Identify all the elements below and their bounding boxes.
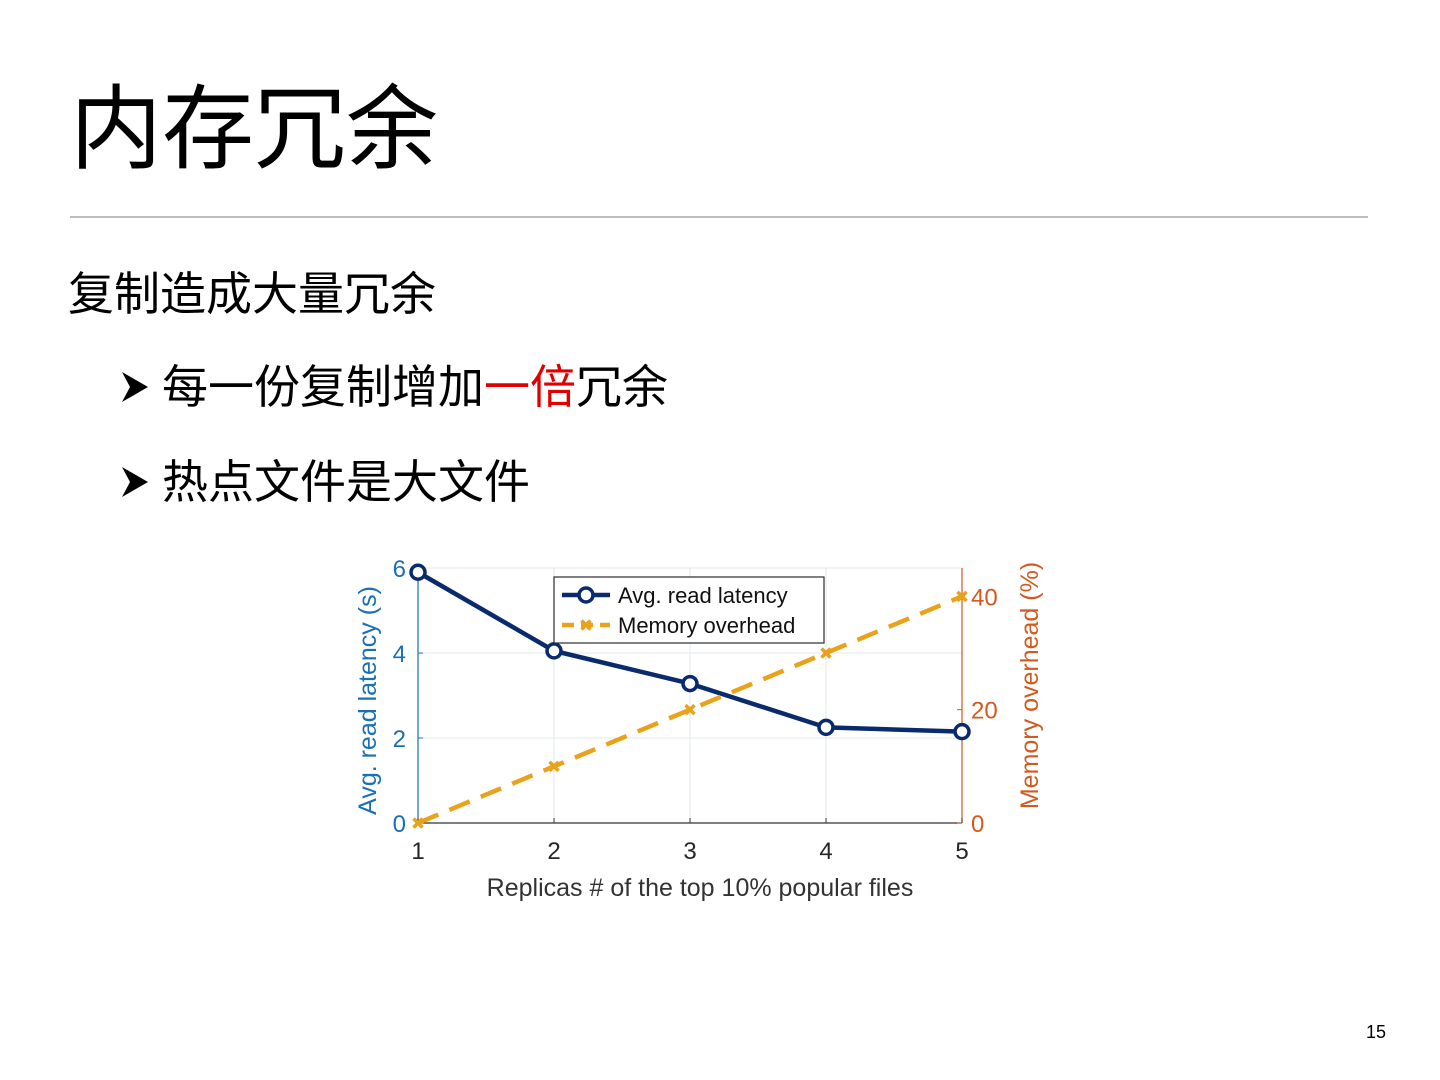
main-bullet: 复制造成大量冗余 [68, 267, 436, 321]
x-tick-label: 1 [411, 838, 424, 865]
left-y-tick-label: 6 [393, 556, 406, 583]
legend-entry-label: Avg. read latency [618, 583, 788, 608]
legend-marker [580, 619, 592, 631]
latency-data-point [817, 718, 835, 737]
sub-bullet-2: 热点文件是大文件 [120, 450, 530, 514]
memory-series-line [417, 594, 963, 826]
legend-box [553, 576, 825, 644]
right-y-axis-label: Memory overhead (%) [1016, 562, 1044, 809]
x-marker-icon [956, 590, 968, 603]
x-axis-label: Replicas # of the top 10% popular files [487, 874, 914, 902]
legend-marker [577, 586, 595, 604]
page-number: 15 [1366, 1022, 1387, 1042]
x-tick-label: 5 [955, 838, 968, 865]
x-marker-icon [820, 647, 832, 659]
x-tick-label: 2 [547, 838, 560, 865]
x-marker-icon [412, 817, 424, 829]
left-y-tick-label: 2 [393, 726, 406, 753]
x-tick-label: 3 [683, 838, 696, 865]
sub-bullet-2-text: 热点文件是大文件 [162, 455, 530, 509]
legend-entry-label: Memory overhead [618, 613, 795, 638]
title-divider [70, 216, 1368, 218]
left-y-tick-label: 4 [393, 641, 406, 668]
memory-data-point [412, 817, 424, 829]
x-marker-icon [684, 703, 696, 716]
sub-bullet-1: 每一份复制增加 一倍 冗余 [120, 355, 668, 419]
right-y-tick-label: 20 [971, 698, 998, 725]
sub-bullet-1-text: 每一份复制增加 [162, 360, 484, 414]
right-y-tick-label: 40 [971, 584, 998, 611]
memory-data-point [548, 760, 560, 773]
x-tick-label: 4 [819, 838, 832, 865]
sub-bullet-1-highlight: 一倍 [484, 360, 576, 414]
sub-bullet-1-tail: 冗余 [576, 360, 668, 414]
left-y-tick-label: 0 [393, 811, 406, 838]
arrowhead-bullet-icon [122, 467, 148, 497]
latency-data-point [953, 722, 971, 741]
arrowhead-bullet-icon [122, 372, 148, 402]
latency-data-point [545, 642, 563, 660]
left-y-axis-label: Avg. read latency (s) [354, 586, 382, 815]
latency-data-point [409, 563, 427, 581]
memory-data-point [684, 703, 696, 716]
latency-overhead-chart: 1 2 3 4 5 Replicas # of the top 10% popular f… [354, 556, 1044, 902]
memory-data-point [820, 647, 832, 659]
memory-data-point [956, 590, 968, 603]
latency-data-point [681, 674, 699, 693]
right-y-tick-label: 0 [971, 811, 984, 838]
slide-title: 内存冗余 [70, 76, 439, 183]
x-marker-icon [548, 760, 560, 773]
